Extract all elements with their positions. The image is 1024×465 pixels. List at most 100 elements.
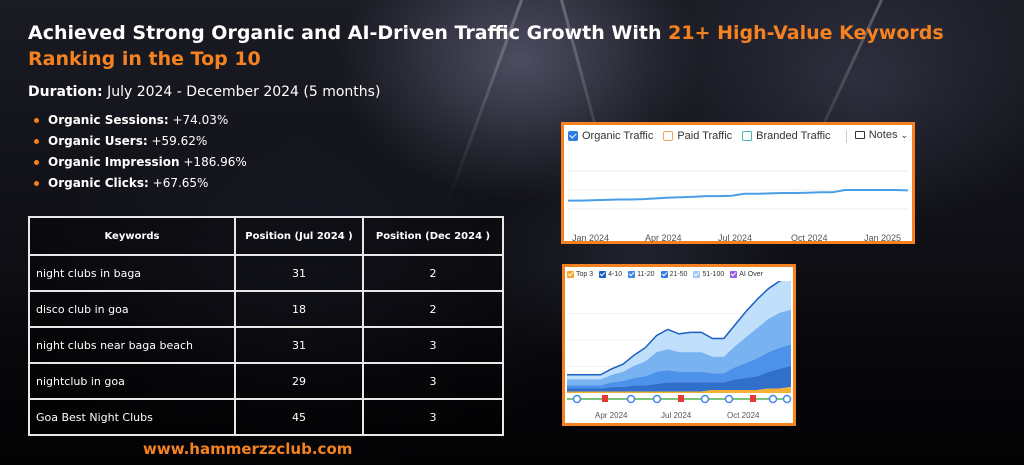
stats-list: Organic Sessions: +74.03% Organic Users:… <box>28 110 247 194</box>
table-row: night clubs in baga 31 2 <box>28 254 504 292</box>
stat-value: +59.62% <box>147 134 208 148</box>
google-update-icon[interactable] <box>652 394 662 404</box>
stat-label: Organic Sessions: <box>48 113 169 127</box>
stat-label: Organic Clicks: <box>48 176 149 190</box>
checkbox-checked-icon <box>599 271 607 278</box>
legend-4-10[interactable]: 4-10 <box>599 271 622 278</box>
legend-21-50[interactable]: 21-50 <box>660 271 687 278</box>
stat-organic-sessions: Organic Sessions: +74.03% <box>28 110 247 131</box>
flag-icon[interactable] <box>750 395 756 402</box>
x-tick-label: Jan 2024 <box>572 233 609 243</box>
legend-label: Paid Traffic <box>677 130 733 142</box>
checkbox-unchecked-icon <box>742 131 753 141</box>
table-header-row: Keywords Position (Jul 2024 ) Position (… <box>28 216 504 256</box>
position-dec-cell: 3 <box>362 326 504 364</box>
keyword-cell: Goa Best Night Clubs <box>28 398 236 436</box>
legend-divider <box>846 130 847 143</box>
x-tick-label: Jul 2024 <box>718 233 752 243</box>
traffic-legend: Organic Traffic Paid Traffic Branded Tra… <box>568 130 841 142</box>
bullet-icon <box>34 139 39 144</box>
duration-label: Duration: <box>28 84 103 100</box>
checkbox-checked-icon <box>660 271 668 278</box>
header-position-dec: Position (Dec 2024 ) <box>362 216 504 256</box>
position-dec-cell: 3 <box>362 398 504 436</box>
position-jul-cell: 29 <box>234 362 364 400</box>
table-row: nightclub in goa 29 3 <box>28 362 504 400</box>
position-jul-cell: 31 <box>234 326 364 364</box>
bullet-icon <box>34 160 39 165</box>
legend-ai-over[interactable]: AI Over <box>730 271 763 278</box>
x-tick-label: Oct 2024 <box>791 233 828 243</box>
keyword-cell: disco club in goa <box>28 290 236 328</box>
position-jul-cell: 45 <box>234 398 364 436</box>
position-dec-cell: 2 <box>362 290 504 328</box>
legend-11-20[interactable]: 11-20 <box>628 271 655 278</box>
position-jul-cell: 18 <box>234 290 364 328</box>
x-tick-label: Jul 2024 <box>661 411 692 420</box>
stat-label: Organic Users: <box>48 134 148 148</box>
area-series-4-10 <box>567 365 791 392</box>
legend-branded-traffic[interactable]: Branded Traffic <box>742 130 831 142</box>
x-tick-label: Oct 2024 <box>727 411 760 420</box>
legend-label: 11-20 <box>637 271 655 278</box>
total-outline <box>567 281 783 376</box>
stat-value: +74.03% <box>168 113 229 127</box>
table-row: night clubs near baga beach 31 3 <box>28 326 504 364</box>
series-line-organic-traffic <box>568 189 909 202</box>
legend-51-100[interactable]: 51-100 <box>693 271 724 278</box>
x-tick-label: Apr 2024 <box>645 233 682 243</box>
organic-traffic-chart: Jan 2024 Apr 2024 Jul 2024 Oct 2024 Jan 2025 <box>568 170 909 243</box>
legend-organic-traffic[interactable]: Organic Traffic <box>568 130 653 142</box>
checkbox-checked-icon <box>568 131 578 141</box>
duration-line: Duration: July 2024 - December 2024 (5 m… <box>28 84 380 100</box>
table-row: disco club in goa 18 2 <box>28 290 504 328</box>
notes-dropdown[interactable]: Notes ⌄ <box>854 129 908 141</box>
stat-organic-impression: Organic Impression +186.96% <box>28 152 247 173</box>
legend-top-3[interactable]: Top 3 <box>567 271 593 278</box>
keyword-cell: night clubs in baga <box>28 254 236 292</box>
x-tick-label: Jan 2025 <box>864 233 901 243</box>
stat-value: +67.65% <box>148 176 209 190</box>
area-series-11-20 <box>567 344 791 389</box>
google-update-icon[interactable] <box>700 394 710 404</box>
checkbox-unchecked-icon <box>663 131 674 141</box>
legend-label: 51-100 <box>702 271 725 278</box>
google-update-icon[interactable] <box>572 394 582 404</box>
duration-value: July 2024 - December 2024 (5 months) <box>102 84 381 100</box>
checkbox-checked-icon <box>693 271 701 278</box>
positions-legend: Top 3 4-10 11-20 21-50 51-100 AI Over <box>567 271 769 278</box>
title-prefix: Achieved Strong Organic and AI-Driven Tr… <box>28 22 669 44</box>
organic-positions-panel: Top 3 4-10 11-20 21-50 51-100 AI Over Ap… <box>562 264 796 426</box>
flag-icon[interactable] <box>602 395 608 402</box>
title-accent: 21+ High-Value Keywords Ranking in the T… <box>28 22 944 70</box>
bullet-icon <box>34 181 39 186</box>
organic-positions-chart: Apr 2024 Jul 2024 Oct 2024 <box>567 281 792 420</box>
legend-paid-traffic[interactable]: Paid Traffic <box>663 130 732 142</box>
legend-label: Organic Traffic <box>582 130 654 142</box>
website-link[interactable]: www.hammerzzclub.com <box>143 440 353 458</box>
google-update-icon[interactable] <box>768 394 778 404</box>
chevron-down-icon: ⌄ <box>900 129 908 140</box>
position-dec-cell: 3 <box>362 362 504 400</box>
position-dec-cell: 2 <box>362 254 504 292</box>
stat-organic-clicks: Organic Clicks: +67.65% <box>28 173 247 194</box>
google-update-icon[interactable] <box>724 394 734 404</box>
flag-icon[interactable] <box>678 395 684 402</box>
google-update-icon[interactable] <box>782 394 792 404</box>
comment-icon <box>854 131 865 139</box>
position-jul-cell: 31 <box>234 254 364 292</box>
checkbox-checked-icon <box>567 271 574 278</box>
x-tick-label: Apr 2024 <box>595 411 628 420</box>
page-title: Achieved Strong Organic and AI-Driven Tr… <box>28 20 1018 72</box>
legend-label: Top 3 <box>576 271 594 278</box>
legend-label: Branded Traffic <box>756 130 831 142</box>
stat-label: Organic Impression <box>48 155 180 169</box>
legend-label: 4-10 <box>608 271 623 278</box>
keyword-cell: night clubs near baga beach <box>28 326 236 364</box>
area-series-top-3 <box>567 386 791 393</box>
header-keywords: Keywords <box>28 216 236 256</box>
stat-organic-users: Organic Users: +59.62% <box>28 131 247 152</box>
google-update-icon[interactable] <box>626 394 636 404</box>
stat-value: +186.96% <box>179 155 247 169</box>
area-series-21-50 <box>567 309 791 386</box>
